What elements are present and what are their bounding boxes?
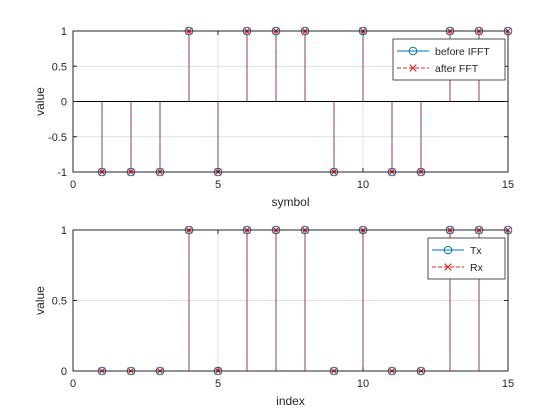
- legend-label: Tx: [470, 245, 482, 257]
- x-tick-label: 0: [70, 179, 76, 191]
- x-tick-label: 5: [215, 179, 221, 191]
- x-tick-label: 15: [502, 179, 514, 191]
- x-tick-label: 0: [70, 378, 76, 390]
- y-tick-label: 1: [61, 26, 67, 38]
- y-axis-label: value: [33, 87, 47, 116]
- x-tick-label: 10: [357, 378, 369, 390]
- legend: before IFFT after FFT: [393, 39, 505, 80]
- y-tick-label: 1: [61, 225, 67, 237]
- y-tick-label: 0: [61, 97, 67, 109]
- legend-box: [428, 238, 505, 279]
- x-tick-label: 5: [215, 378, 221, 390]
- y-axis-label: value: [33, 286, 47, 315]
- y-tick-label: -0.5: [48, 132, 67, 144]
- legend-label: Rx: [470, 262, 484, 274]
- legend-label: after FFT: [435, 63, 479, 75]
- legend: Tx Rx: [428, 238, 505, 279]
- subplot-2: 0 5 10 15 0 0.5 1 index value Tx Rx: [33, 225, 514, 408]
- y-tick-label: 0.5: [52, 296, 67, 308]
- x-tick-label: 10: [357, 179, 369, 191]
- y-tick-label: 0.5: [52, 61, 67, 73]
- x-tick-label: 15: [502, 378, 514, 390]
- y-tick-label: -1: [57, 167, 67, 179]
- y-tick-label: 0: [61, 366, 67, 378]
- legend-label: before IFFT: [435, 46, 490, 58]
- x-axis-label: symbol: [271, 195, 309, 209]
- subplot-1: 0 5 10 15 -1 -0.5 0 0.5 1 symbol value before IFFT a…: [33, 26, 514, 209]
- x-axis-label: index: [276, 394, 305, 408]
